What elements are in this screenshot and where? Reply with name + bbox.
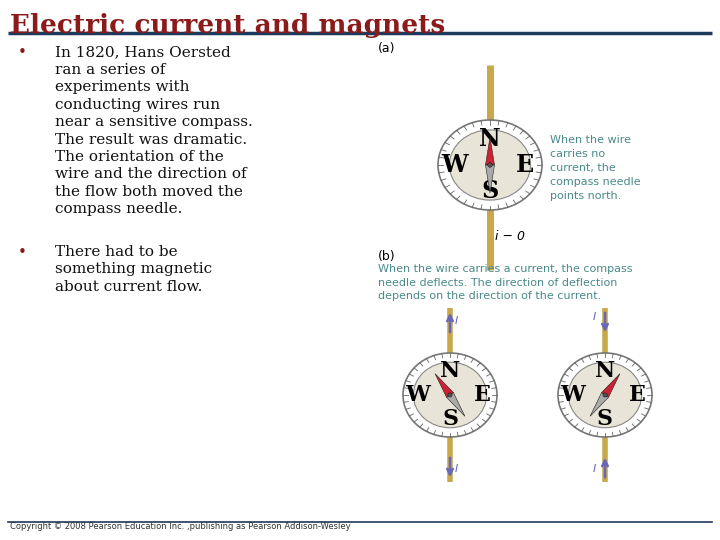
Ellipse shape	[568, 362, 642, 428]
Text: In 1820, Hans Oersted: In 1820, Hans Oersted	[55, 45, 230, 59]
Polygon shape	[485, 137, 495, 165]
Text: compass needle.: compass needle.	[55, 202, 182, 217]
Text: The result was dramatic.: The result was dramatic.	[55, 132, 247, 146]
Text: N: N	[595, 360, 615, 382]
Text: I: I	[593, 312, 596, 322]
Text: The orientation of the: The orientation of the	[55, 150, 224, 164]
Polygon shape	[601, 374, 620, 397]
Text: W: W	[405, 384, 431, 406]
Text: W: W	[441, 153, 468, 177]
Polygon shape	[485, 165, 495, 193]
Text: •: •	[17, 45, 27, 60]
Text: conducting wires run: conducting wires run	[55, 98, 220, 111]
Text: S: S	[482, 179, 499, 203]
Text: Copyright © 2008 Pearson Education Inc. ,publishing as Pearson Addison-Wesley: Copyright © 2008 Pearson Education Inc. …	[10, 522, 351, 531]
Text: •: •	[17, 245, 27, 260]
Text: I: I	[455, 464, 458, 474]
Text: ran a series of: ran a series of	[55, 63, 166, 77]
Text: E: E	[516, 153, 534, 177]
Text: E: E	[629, 384, 645, 406]
Circle shape	[448, 393, 452, 397]
Text: near a sensitive compass.: near a sensitive compass.	[55, 115, 253, 129]
Text: When the wire carries a current, the compass
needle deflects. The direction of d: When the wire carries a current, the com…	[378, 264, 632, 301]
Text: N: N	[479, 127, 501, 151]
Text: I: I	[455, 316, 458, 326]
Text: S: S	[597, 408, 613, 430]
Polygon shape	[435, 374, 454, 397]
Ellipse shape	[558, 353, 652, 437]
Ellipse shape	[449, 130, 531, 200]
Text: When the wire
carries no
current, the
compass needle
points north.: When the wire carries no current, the co…	[550, 135, 641, 201]
Text: I: I	[593, 464, 596, 474]
Text: (a): (a)	[378, 42, 395, 55]
Polygon shape	[446, 393, 465, 416]
Text: experiments with: experiments with	[55, 80, 189, 94]
Ellipse shape	[403, 353, 497, 437]
Ellipse shape	[438, 120, 542, 210]
Text: wire and the direction of: wire and the direction of	[55, 167, 247, 181]
Text: W: W	[561, 384, 585, 406]
Text: (b): (b)	[378, 250, 395, 263]
Text: the flow both moved the: the flow both moved the	[55, 185, 243, 199]
Polygon shape	[590, 393, 608, 416]
Text: i − 0: i − 0	[495, 230, 525, 243]
Text: N: N	[440, 360, 460, 382]
Circle shape	[603, 393, 607, 397]
Text: something magnetic: something magnetic	[55, 262, 212, 276]
Ellipse shape	[413, 362, 487, 428]
Text: S: S	[442, 408, 458, 430]
Text: There had to be: There had to be	[55, 245, 178, 259]
Circle shape	[487, 163, 492, 167]
Text: E: E	[474, 384, 490, 406]
Text: Electric current and magnets: Electric current and magnets	[10, 13, 445, 38]
Text: about current flow.: about current flow.	[55, 280, 202, 294]
